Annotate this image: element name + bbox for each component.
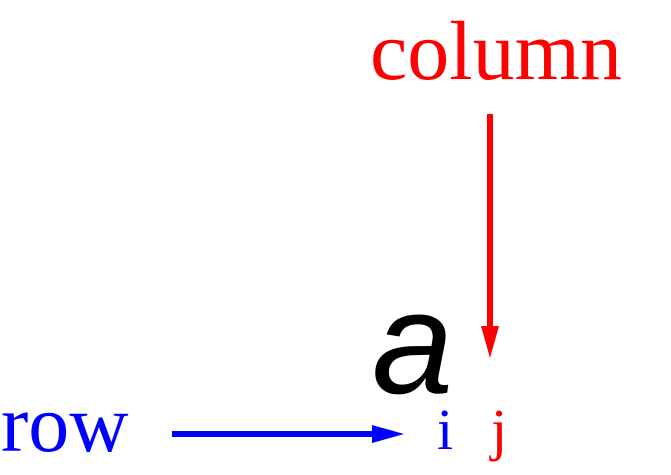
row-label: row (1, 378, 129, 469)
column-label: column (370, 5, 622, 98)
row-arrowhead (372, 425, 404, 443)
column-arrow (481, 114, 499, 358)
column-arrowhead (481, 326, 499, 358)
row-index: i (437, 397, 453, 462)
column-index: j (489, 397, 507, 462)
row-arrow (172, 425, 404, 443)
element-symbol: a (372, 261, 453, 424)
